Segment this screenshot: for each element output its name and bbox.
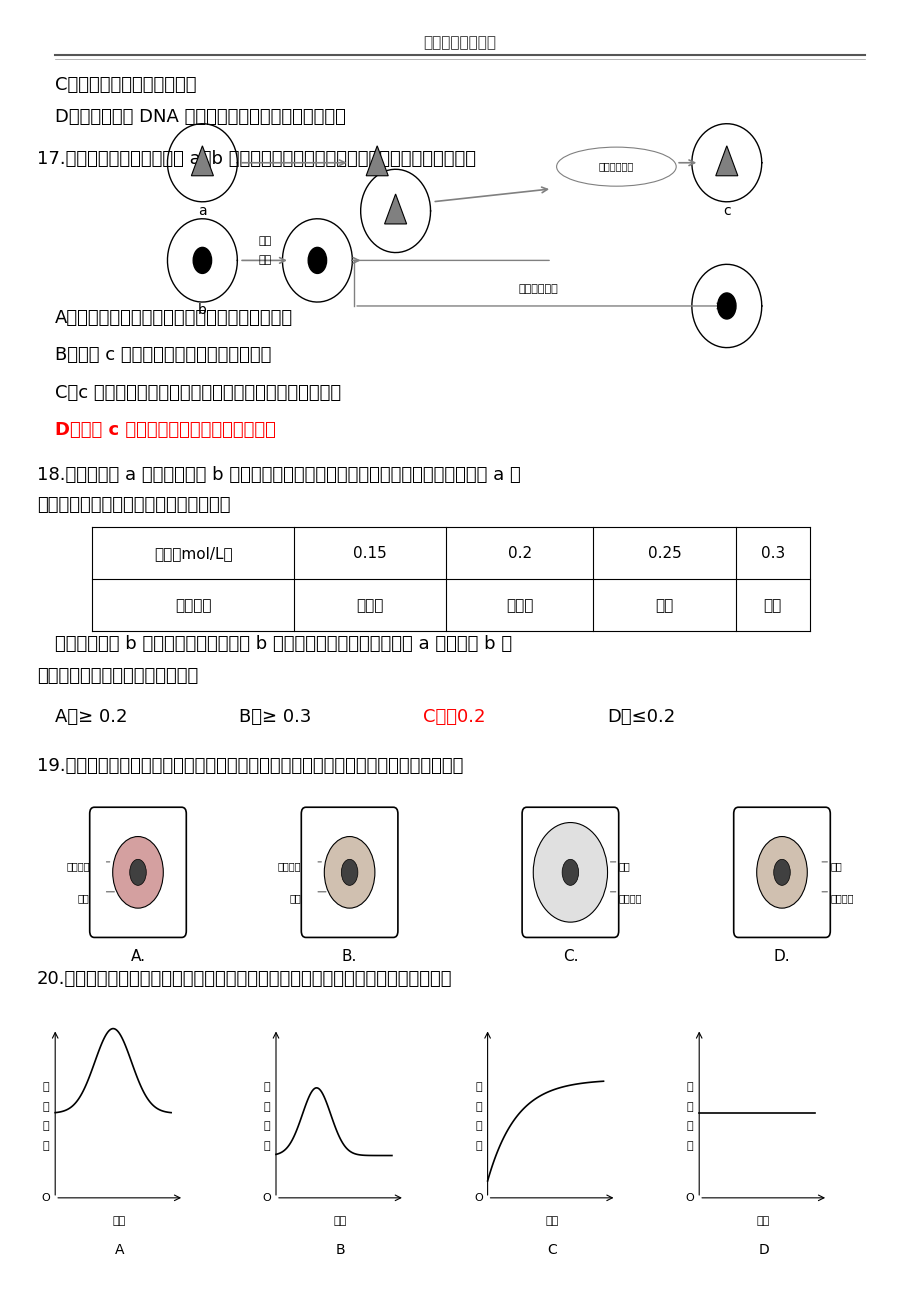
Text: 水: 水 bbox=[42, 1101, 50, 1112]
Text: A．≥ 0.2: A．≥ 0.2 bbox=[55, 708, 128, 727]
Text: 水: 水 bbox=[263, 1101, 270, 1112]
Text: 刚分离: 刚分离 bbox=[505, 598, 533, 613]
Text: 率: 率 bbox=[474, 1141, 482, 1151]
Text: 他们又测定了 b 地土壤溶液浓度，发现 b 地的土壤溶液的浓度适合植物 a 生长，则 b 地: 他们又测定了 b 地土壤溶液浓度，发现 b 地的土壤溶液的浓度适合植物 a 生长… bbox=[55, 635, 512, 654]
Text: 处理: 处理 bbox=[258, 255, 271, 266]
Text: 时间: 时间 bbox=[545, 1216, 558, 1226]
Polygon shape bbox=[715, 146, 737, 176]
Text: B.: B. bbox=[342, 949, 357, 965]
Polygon shape bbox=[384, 194, 406, 224]
Text: O: O bbox=[41, 1193, 51, 1203]
Text: b: b bbox=[198, 303, 207, 316]
Text: A: A bbox=[115, 1243, 124, 1256]
Text: 吸: 吸 bbox=[263, 1082, 270, 1092]
Polygon shape bbox=[191, 146, 213, 176]
Ellipse shape bbox=[324, 836, 375, 909]
Circle shape bbox=[308, 247, 326, 273]
FancyBboxPatch shape bbox=[301, 807, 397, 937]
Text: 0.15: 0.15 bbox=[353, 546, 387, 561]
Text: 时间: 时间 bbox=[334, 1216, 346, 1226]
Text: D．核孔是包括 DNA 在内的大分子物质任意通过的通道: D．核孔是包括 DNA 在内的大分子物质任意通过的通道 bbox=[55, 108, 346, 126]
Text: C.: C. bbox=[562, 949, 577, 965]
Text: B．控制 c 性状发生的遗传信息来自细胞质: B．控制 c 性状发生的遗传信息来自细胞质 bbox=[55, 346, 271, 365]
Text: 18.为研究植物 a 能不能移植到 b 地生长，某生物学研究性学习小组设计了一个测定植物 a 细: 18.为研究植物 a 能不能移植到 b 地生长，某生物学研究性学习小组设计了一个… bbox=[37, 466, 520, 484]
Text: 率: 率 bbox=[686, 1141, 693, 1151]
FancyBboxPatch shape bbox=[733, 807, 829, 937]
Text: 培养一段时间: 培养一段时间 bbox=[517, 284, 558, 294]
Text: C．＜0.2: C．＜0.2 bbox=[423, 708, 485, 727]
Text: 胞液浓度的实验方案，实验结果如下表：: 胞液浓度的实验方案，实验结果如下表： bbox=[37, 496, 230, 514]
Text: 吸: 吸 bbox=[42, 1082, 50, 1092]
Text: D: D bbox=[757, 1243, 768, 1256]
Text: C: C bbox=[547, 1243, 556, 1256]
Text: 考试试卷学年解析: 考试试卷学年解析 bbox=[423, 35, 496, 51]
Text: 显著: 显著 bbox=[655, 598, 673, 613]
Text: D．控制 c 性状发生的遗传信息来自细胞核: D．控制 c 性状发生的遗传信息来自细胞核 bbox=[55, 421, 276, 439]
Ellipse shape bbox=[773, 859, 789, 885]
FancyBboxPatch shape bbox=[522, 807, 618, 937]
Polygon shape bbox=[366, 146, 388, 176]
Text: c: c bbox=[722, 204, 730, 217]
Text: 无色: 无色 bbox=[289, 893, 301, 904]
Text: O: O bbox=[262, 1193, 271, 1203]
Text: D．≤0.2: D．≤0.2 bbox=[607, 708, 675, 727]
Text: C．细胞内的液体叫做细胞液: C．细胞内的液体叫做细胞液 bbox=[55, 76, 197, 94]
Circle shape bbox=[193, 247, 211, 273]
Text: 速: 速 bbox=[474, 1121, 482, 1131]
Text: B: B bbox=[335, 1243, 345, 1256]
Text: a: a bbox=[198, 204, 207, 217]
Text: 紫色变深: 紫色变深 bbox=[66, 861, 89, 871]
Text: O: O bbox=[473, 1193, 482, 1203]
Text: A．细胞核内的遗传信息控制生物一切性状的发生: A．细胞核内的遗传信息控制生物一切性状的发生 bbox=[55, 309, 293, 327]
Text: B．≥ 0.3: B．≥ 0.3 bbox=[239, 708, 312, 727]
Text: A.: A. bbox=[130, 949, 145, 965]
Text: 浓度（mol/L）: 浓度（mol/L） bbox=[153, 546, 233, 561]
Text: 紫色变深: 紫色变深 bbox=[829, 893, 853, 904]
Text: 20.在植物细胞质壁分离复原过程中，能正确达到细胞吸水速率变化过程的是（　　）: 20.在植物细胞质壁分离复原过程中，能正确达到细胞吸水速率变化过程的是（ ） bbox=[37, 970, 452, 988]
Text: 19.下列各图，能正确表示显微镜下观察到的紫色洋葱表皮细胞质壁分离现象的是（　）: 19.下列各图，能正确表示显微镜下观察到的紫色洋葱表皮细胞质壁分离现象的是（ ） bbox=[37, 756, 462, 775]
Ellipse shape bbox=[562, 859, 578, 885]
Text: 时间: 时间 bbox=[756, 1216, 769, 1226]
Text: 不分离: 不分离 bbox=[357, 598, 383, 613]
Ellipse shape bbox=[341, 859, 357, 885]
Text: 土壤溶液的浓度最可能是（　　）: 土壤溶液的浓度最可能是（ ） bbox=[37, 667, 198, 685]
Text: 质壁分离: 质壁分离 bbox=[175, 598, 211, 613]
Ellipse shape bbox=[533, 823, 607, 922]
Text: 吸: 吸 bbox=[686, 1082, 693, 1092]
Text: D.: D. bbox=[773, 949, 789, 965]
Text: 0.2: 0.2 bbox=[507, 546, 531, 561]
Text: 显著: 显著 bbox=[763, 598, 781, 613]
Text: 紫色变浅: 紫色变浅 bbox=[618, 893, 641, 904]
Ellipse shape bbox=[112, 836, 164, 909]
Text: 无色: 无色 bbox=[618, 861, 630, 871]
Text: C．c 性状发生是由细胞核和细胞质的遗传信息共同决定的: C．c 性状发生是由细胞核和细胞质的遗传信息共同决定的 bbox=[55, 384, 341, 402]
Text: 率: 率 bbox=[42, 1141, 50, 1151]
Text: O: O bbox=[685, 1193, 694, 1203]
Text: 水: 水 bbox=[474, 1101, 482, 1112]
Text: 无色: 无色 bbox=[78, 893, 89, 904]
Ellipse shape bbox=[756, 836, 807, 909]
Text: 水: 水 bbox=[686, 1101, 693, 1112]
Text: 培养一段时间: 培养一段时间 bbox=[598, 161, 633, 172]
Ellipse shape bbox=[130, 859, 146, 885]
Text: 17.有人利用真核单细胞生物 a、b 做了如下实验，这个实验最能说明的问题是　（　）: 17.有人利用真核单细胞生物 a、b 做了如下实验，这个实验最能说明的问题是 （… bbox=[37, 150, 475, 168]
Text: 吸: 吸 bbox=[474, 1082, 482, 1092]
Text: 人工: 人工 bbox=[258, 236, 271, 246]
FancyBboxPatch shape bbox=[89, 807, 186, 937]
Text: 无色: 无色 bbox=[829, 861, 841, 871]
Text: 紫色变浅: 紫色变浅 bbox=[278, 861, 301, 871]
Text: 0.25: 0.25 bbox=[647, 546, 681, 561]
Text: 速: 速 bbox=[42, 1121, 50, 1131]
Circle shape bbox=[717, 293, 735, 319]
Text: 速: 速 bbox=[263, 1121, 270, 1131]
Text: 速: 速 bbox=[686, 1121, 693, 1131]
Text: 时间: 时间 bbox=[113, 1216, 126, 1226]
Text: 率: 率 bbox=[263, 1141, 270, 1151]
Text: 0.3: 0.3 bbox=[760, 546, 784, 561]
